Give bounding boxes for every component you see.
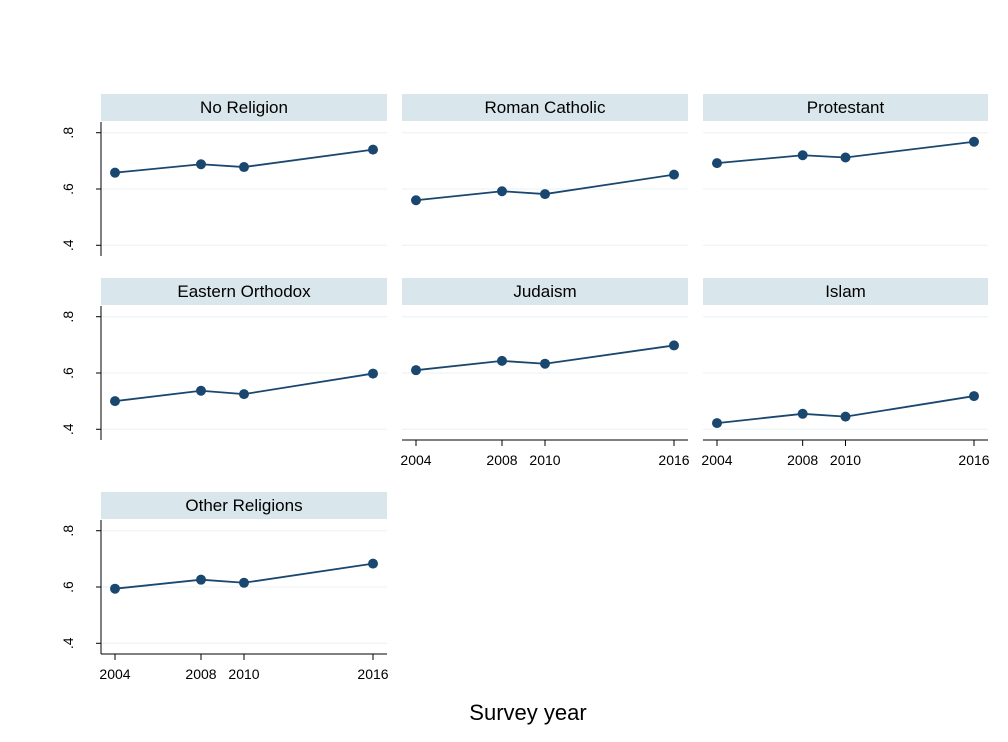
data-point	[196, 385, 206, 396]
series-line	[415, 173, 675, 202]
x-tick-label: 2016	[658, 452, 689, 468]
panel-title: Judaism	[513, 282, 576, 301]
x-tick-label: 2004	[400, 452, 431, 468]
data-point	[969, 136, 979, 147]
y-tick-label: .6	[60, 581, 76, 593]
data-point	[411, 195, 421, 206]
data-point	[840, 152, 851, 163]
panel-title: Protestant	[807, 98, 885, 117]
panel-title: Islam	[825, 282, 866, 301]
data-point	[669, 169, 679, 180]
panel-title-strip	[402, 278, 688, 305]
x-tick-label: 2008	[486, 452, 517, 468]
panel-title: No Religion	[200, 98, 288, 117]
data-point	[797, 408, 808, 419]
panel-title-strip	[402, 94, 688, 121]
y-tick-label: .8	[60, 311, 76, 323]
panel-title: Eastern Orthodox	[177, 282, 311, 301]
data-point	[540, 189, 550, 200]
data-point	[669, 340, 679, 351]
panel-title-strip	[703, 278, 988, 305]
data-point	[110, 396, 120, 407]
x-axis-label: Survey year	[469, 700, 586, 725]
panel-protestant: Protestant	[703, 94, 988, 246]
data-point	[497, 355, 507, 366]
data-point	[239, 162, 249, 173]
data-point	[411, 365, 421, 376]
series-line	[716, 395, 975, 424]
y-tick-label: .8	[60, 525, 76, 537]
panel-judaism: Judaism 2004 2008 2010 2016	[400, 278, 690, 468]
data-point	[368, 558, 378, 569]
panel-other-religions: Other Religions .4 .6 .8 2004 2008 2010 2016	[60, 492, 389, 682]
panel-title-strip	[703, 94, 988, 121]
series-line	[114, 148, 374, 174]
data-point	[239, 389, 249, 400]
y-tick-label: .4	[60, 239, 76, 251]
y-tick-label: .4	[60, 637, 76, 649]
data-point	[196, 159, 206, 170]
series-line	[716, 140, 975, 165]
panel-title: Roman Catholic	[485, 98, 606, 117]
panel-title: Other Religions	[185, 496, 302, 515]
data-point	[110, 167, 120, 178]
x-tick-label: 2004	[99, 666, 130, 682]
y-tick-label: .6	[60, 183, 76, 195]
data-point	[540, 358, 550, 369]
x-tick-label: 2008	[787, 452, 818, 468]
x-tick-label: 2010	[228, 666, 259, 682]
y-tick-label: .4	[60, 423, 76, 435]
series-line	[114, 562, 374, 590]
panel-roman-catholic: Roman Catholic	[402, 94, 688, 246]
data-point	[840, 411, 851, 422]
x-tick-label: 2010	[529, 452, 560, 468]
data-point	[969, 391, 979, 402]
panel-title-strip	[101, 278, 387, 305]
data-point	[712, 158, 722, 169]
panel-islam: Islam 2004 2008 2010 2016	[701, 278, 990, 468]
data-point	[110, 583, 120, 594]
x-tick-label: 2016	[357, 666, 388, 682]
panels: No Religion .4 .6 .8 Roman Catholic Protestan…	[60, 94, 990, 682]
x-tick-label: 2004	[701, 452, 732, 468]
data-point	[196, 574, 206, 585]
y-tick-label: .6	[60, 367, 76, 379]
x-tick-label: 2008	[185, 666, 216, 682]
data-point	[239, 577, 249, 588]
series-line	[415, 344, 675, 372]
data-point	[368, 368, 378, 379]
panel-title-strip	[101, 492, 387, 519]
panel-eastern-orthodox: Eastern Orthodox .4 .6 .8	[60, 278, 387, 440]
data-point	[497, 186, 507, 197]
y-tick-label: .8	[60, 127, 76, 139]
data-point	[368, 144, 378, 155]
x-tick-label: 2016	[958, 452, 989, 468]
data-point	[797, 150, 808, 161]
panel-no-religion: No Religion .4 .6 .8	[60, 94, 387, 256]
data-point	[712, 418, 722, 429]
series-line	[114, 372, 374, 403]
x-tick-label: 2010	[830, 452, 861, 468]
panel-title-strip	[101, 94, 387, 121]
